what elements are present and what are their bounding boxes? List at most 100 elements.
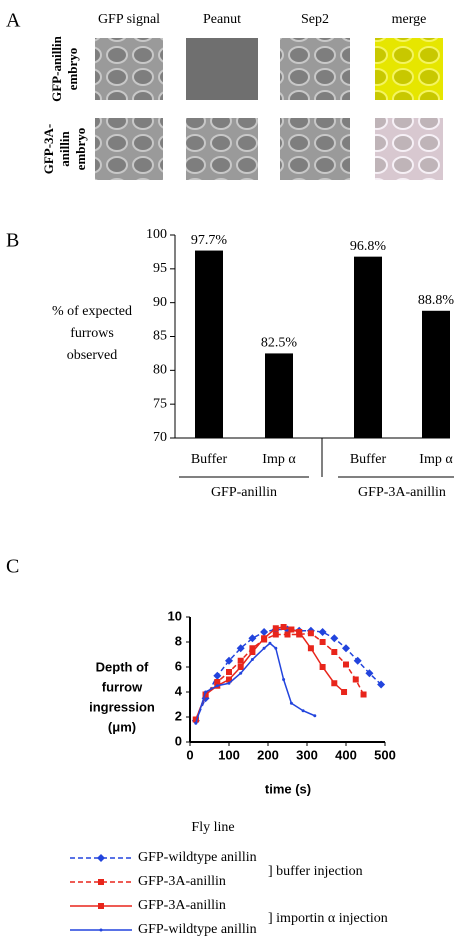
value-label: 82.5% bbox=[261, 336, 298, 351]
x-tick-label: 100 bbox=[218, 747, 240, 762]
x-tick-label: 300 bbox=[296, 747, 318, 762]
marker bbox=[280, 624, 287, 630]
annotation: ] importin α injection bbox=[268, 911, 388, 926]
y-tick-label: 70 bbox=[153, 430, 167, 445]
row-label: GFP-anillin bbox=[49, 35, 64, 102]
annotation: ] buffer injection bbox=[268, 864, 363, 879]
y-tick-label: 4 bbox=[175, 683, 183, 698]
marker bbox=[313, 714, 317, 718]
marker bbox=[98, 903, 104, 909]
x-tick-label: Imp α bbox=[262, 452, 296, 467]
marker bbox=[268, 641, 272, 645]
marker bbox=[353, 656, 362, 665]
y-tick-label: 100 bbox=[146, 227, 167, 242]
value-label: 88.8% bbox=[418, 293, 454, 308]
marker bbox=[274, 646, 278, 650]
marker bbox=[284, 631, 291, 638]
marker bbox=[318, 628, 327, 636]
y-tick-label: 2 bbox=[175, 708, 182, 723]
y-tick-label: 75 bbox=[153, 396, 167, 411]
panel-a-images bbox=[95, 38, 443, 180]
marker bbox=[341, 689, 348, 695]
row-label: GFP-3A- bbox=[41, 124, 56, 175]
marker bbox=[249, 649, 256, 655]
marker bbox=[237, 657, 244, 664]
panel-label: B bbox=[6, 230, 19, 252]
column-header: Sep2 bbox=[301, 12, 329, 27]
marker bbox=[330, 634, 339, 643]
y-axis-label: furrows bbox=[70, 326, 114, 341]
marker bbox=[226, 669, 232, 675]
marker bbox=[331, 649, 338, 655]
marker bbox=[261, 635, 268, 642]
series-line bbox=[195, 632, 365, 720]
x-tick-label: 500 bbox=[374, 747, 396, 762]
y-tick-label: 10 bbox=[168, 608, 182, 623]
marker bbox=[194, 721, 198, 725]
marker bbox=[319, 664, 326, 670]
marker bbox=[249, 645, 256, 652]
marker bbox=[352, 676, 359, 683]
marker bbox=[192, 716, 199, 723]
marker bbox=[214, 679, 221, 685]
marker bbox=[288, 626, 295, 633]
marker bbox=[237, 664, 244, 670]
legend-title: Fly line bbox=[191, 820, 234, 835]
y-tick-label: 90 bbox=[153, 295, 167, 310]
y-tick-label: 95 bbox=[153, 261, 167, 276]
marker bbox=[260, 628, 269, 636]
x-tick-label: 0 bbox=[186, 747, 193, 762]
y-tick-label: 6 bbox=[175, 658, 182, 673]
y-tick-label: 85 bbox=[153, 329, 167, 344]
group-label: GFP-anillin bbox=[211, 485, 277, 500]
x-tick-label: 200 bbox=[257, 747, 279, 762]
x-tick-label: Imp α bbox=[419, 452, 453, 467]
marker bbox=[239, 671, 243, 675]
x-tick-label: Buffer bbox=[350, 452, 387, 467]
bar bbox=[354, 256, 382, 438]
marker bbox=[301, 709, 305, 713]
series-line bbox=[195, 628, 382, 722]
legend-label: GFP-3A-anillin bbox=[138, 898, 226, 913]
marker bbox=[215, 684, 219, 688]
y-axis-label: % of expected bbox=[52, 304, 132, 319]
panel-label: A bbox=[6, 10, 21, 32]
marker bbox=[272, 631, 279, 638]
marker bbox=[236, 644, 245, 653]
group-label: GFP-3A-anillin bbox=[358, 485, 446, 500]
marker bbox=[377, 680, 386, 689]
marker bbox=[204, 690, 208, 694]
y-tick-label: 0 bbox=[175, 733, 182, 748]
y-axis-label: furrow bbox=[102, 679, 143, 694]
bar bbox=[195, 250, 223, 438]
y-tick-label: 8 bbox=[175, 633, 182, 648]
y-axis-label: Depth of bbox=[96, 659, 149, 674]
marker bbox=[360, 691, 367, 698]
column-header: Peanut bbox=[203, 12, 241, 27]
x-tick-label: Buffer bbox=[191, 452, 228, 467]
marker bbox=[262, 646, 266, 650]
column-header: GFP signal bbox=[98, 12, 160, 27]
value-label: 96.8% bbox=[350, 239, 387, 254]
bar bbox=[422, 310, 450, 438]
panel-label: C bbox=[6, 556, 19, 578]
marker bbox=[289, 701, 293, 705]
value-label: 97.7% bbox=[191, 233, 228, 248]
marker bbox=[225, 656, 233, 665]
marker bbox=[99, 928, 103, 932]
x-tick-label: 400 bbox=[335, 747, 357, 762]
marker bbox=[272, 625, 279, 632]
marker bbox=[342, 644, 350, 653]
x-axis-label: time (s) bbox=[265, 781, 311, 796]
row-label: anillin bbox=[57, 131, 72, 167]
marker bbox=[307, 630, 314, 637]
marker bbox=[248, 634, 257, 643]
marker bbox=[282, 678, 286, 681]
marker bbox=[307, 645, 314, 652]
marker bbox=[296, 629, 303, 635]
y-axis-label: ingression bbox=[89, 699, 155, 714]
bar bbox=[265, 353, 293, 438]
marker bbox=[98, 879, 104, 885]
y-axis-label: (μm) bbox=[108, 719, 136, 734]
